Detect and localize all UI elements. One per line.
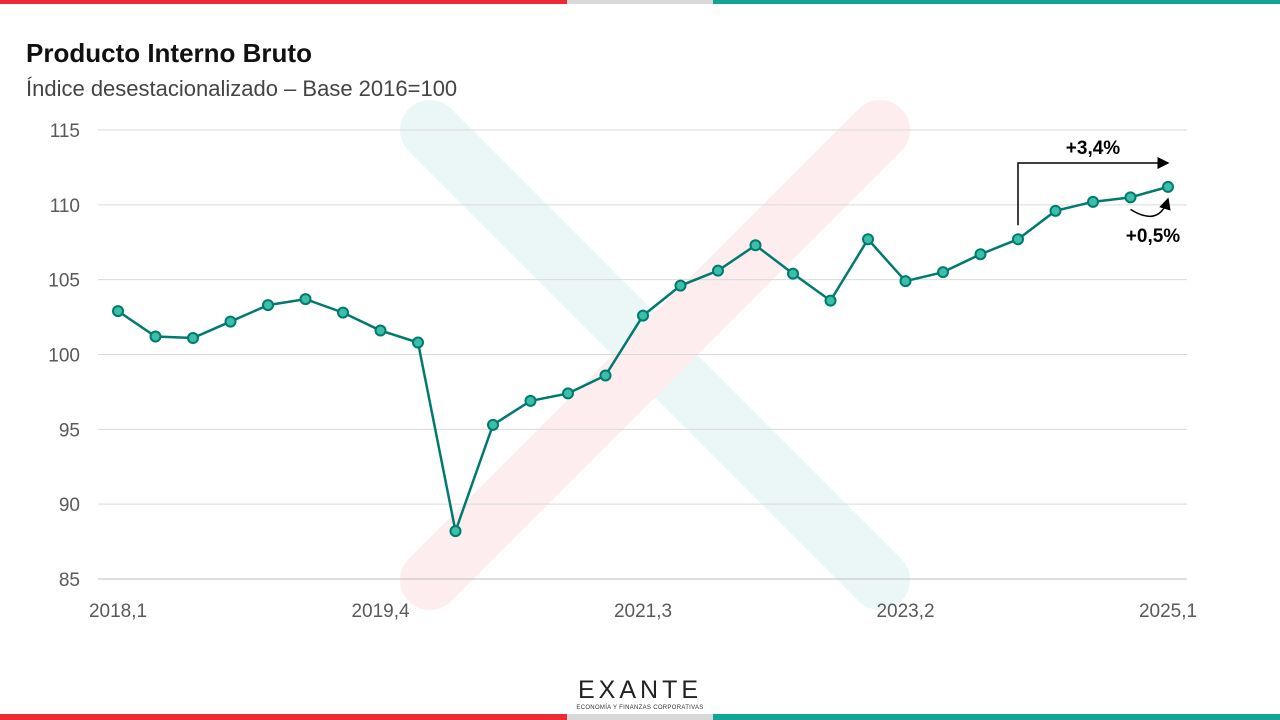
top-bar-gray (567, 0, 713, 4)
bottom-bar-teal (713, 714, 1280, 720)
data-point (937, 266, 949, 279)
data-point (1049, 204, 1062, 217)
exante-logo: EXANTE ECONOMÍA Y FINANZAS CORPORATIVAS (560, 676, 720, 711)
data-point (637, 309, 649, 322)
annotation-arrow-yoy (1017, 157, 1170, 226)
chart-title: Producto Interno Bruto (26, 38, 312, 68)
data-point (787, 267, 799, 280)
data-point (599, 369, 612, 382)
annotation-label-qoq: +0,5% (1126, 226, 1181, 247)
bottom-bar-red (0, 714, 567, 720)
data-point (187, 332, 199, 345)
data-point (487, 418, 499, 431)
data-point (1124, 191, 1137, 204)
chart-subtitle: Índice desestacionalizado – Base 2016=10… (26, 76, 458, 101)
data-point (712, 264, 724, 277)
data-point (112, 305, 124, 318)
data-point (562, 387, 574, 400)
annotations: +3,4% +0,5% (1017, 138, 1181, 247)
annotation-label-yoy: +3,4% (1066, 138, 1121, 159)
data-point (1087, 195, 1099, 208)
y-tick-label: 115 (50, 121, 80, 142)
data-point (149, 330, 162, 343)
x-tick-label: 2019,4 (351, 601, 410, 622)
data-point (374, 324, 387, 337)
x-tick-label: 2021,3 (614, 601, 672, 622)
y-tick-label: 105 (48, 271, 80, 292)
y-tick-label: 100 (48, 346, 80, 367)
logo-name: EXANTE (577, 676, 703, 704)
data-point (337, 306, 349, 319)
data-point (262, 299, 274, 312)
data-point (299, 293, 312, 306)
logo-tagline: ECONOMÍA Y FINANZAS CORPORATIVAS (576, 705, 704, 711)
data-point (899, 275, 912, 288)
data-point (674, 279, 687, 292)
data-point (862, 233, 874, 246)
y-tick-label: 85 (59, 570, 80, 591)
x-tick-label: 2025,1 (1139, 601, 1197, 622)
x-tick-label: 2018,1 (89, 601, 147, 622)
data-point (824, 294, 837, 307)
y-tick-label: 110 (50, 196, 80, 217)
y-tick-label: 90 (59, 495, 80, 516)
data-point (1012, 233, 1024, 246)
top-bar-red (0, 0, 567, 4)
data-point (1162, 180, 1174, 193)
y-tick-label: 95 (59, 420, 80, 441)
data-point (224, 315, 237, 328)
data-point (749, 239, 762, 252)
bottom-bar-gray (567, 714, 713, 720)
top-bar-teal (713, 0, 1280, 4)
data-point (524, 394, 537, 407)
data-point (449, 525, 462, 538)
data-point (974, 248, 987, 261)
data-point (412, 336, 424, 349)
x-tick-label: 2023,2 (876, 601, 934, 622)
annotation-arrow-qoq (1130, 197, 1171, 218)
